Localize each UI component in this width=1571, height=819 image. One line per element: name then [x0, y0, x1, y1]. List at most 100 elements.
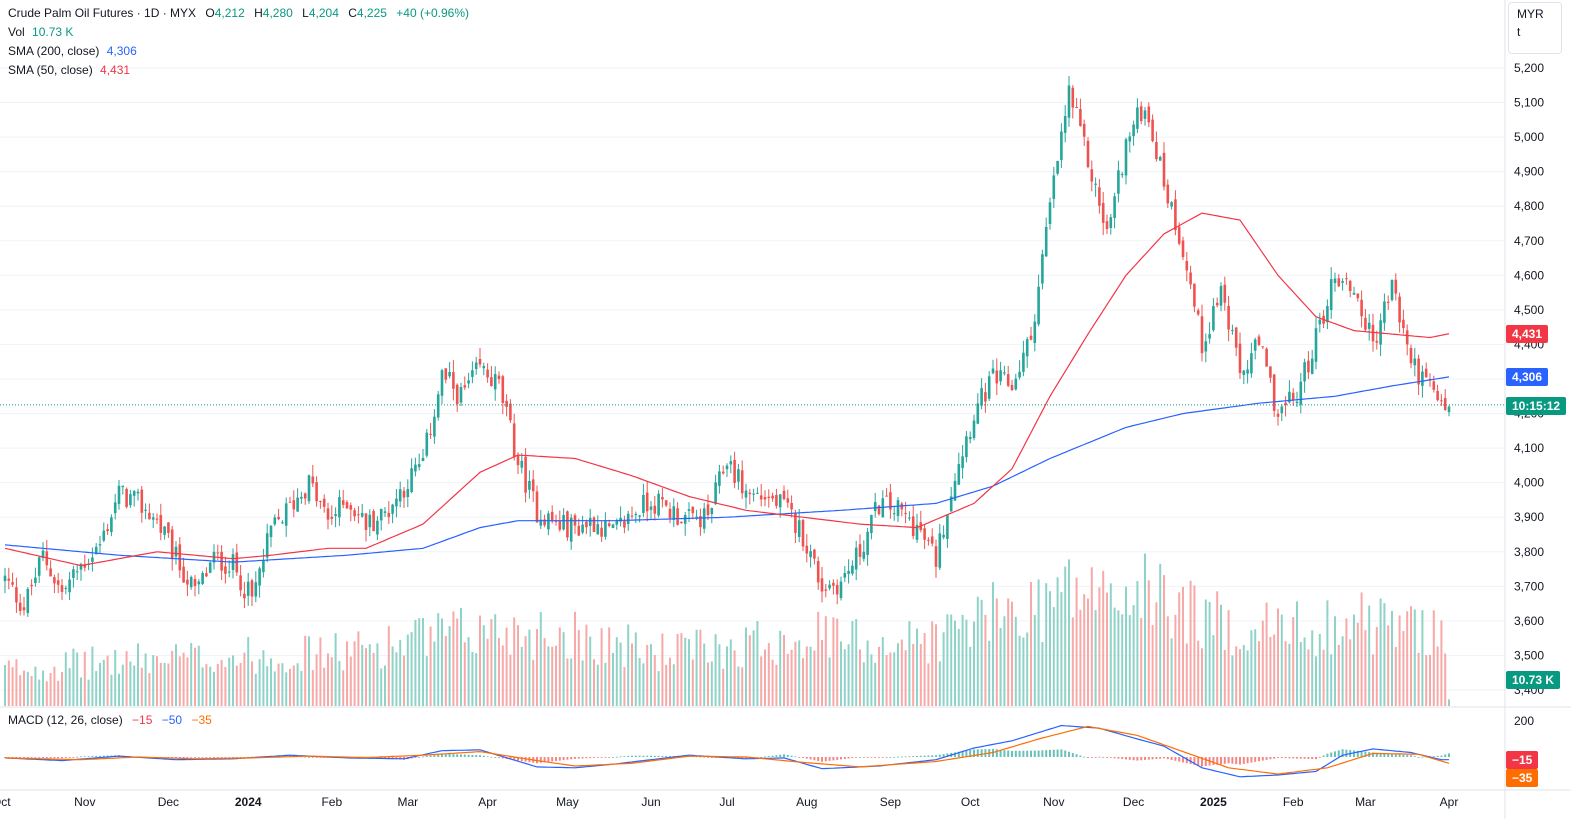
volume-bar: [441, 618, 443, 706]
candle-body: [1170, 202, 1173, 207]
candle-body: [539, 519, 543, 526]
time-tick-label: Oct: [961, 795, 980, 809]
volume-bar: [995, 598, 998, 706]
candle-body: [284, 503, 288, 526]
volume-bar: [1049, 591, 1051, 706]
histogram-bar: [1079, 755, 1082, 757]
candle-body: [657, 493, 660, 516]
histogram-bar: [1250, 757, 1253, 763]
candle-body: [581, 524, 584, 533]
volume-bar: [1117, 610, 1120, 706]
volume-bar: [566, 658, 569, 706]
volume-bar: [722, 668, 725, 706]
candle-body: [1029, 335, 1033, 340]
candle-body: [281, 522, 284, 524]
histogram-bar: [308, 757, 310, 758]
candle-body: [1371, 324, 1375, 342]
histogram-bar: [64, 757, 67, 758]
volume-bar: [311, 670, 314, 706]
candle-body: [254, 582, 258, 597]
candle-body: [1329, 279, 1333, 311]
candle-body: [1432, 381, 1436, 390]
macd-value: −15: [132, 713, 153, 727]
price-tick-label: 5,200: [1514, 61, 1544, 75]
candle-body: [265, 533, 269, 558]
volume-bar: [1277, 608, 1279, 706]
sma200-legend[interactable]: SMA (200, close) 4,306: [8, 44, 137, 58]
histogram-bar: [1379, 753, 1382, 757]
volume-badge: 10.73 K: [1506, 671, 1561, 689]
histogram-bar: [589, 757, 592, 759]
candle-body: [338, 497, 341, 518]
candle-body: [493, 374, 497, 390]
histogram-bar: [1075, 754, 1078, 757]
symbol-name[interactable]: Crude Palm Oil Futures · 1D · MYX: [8, 6, 197, 20]
volume-bar: [273, 671, 276, 706]
histogram-bar: [384, 757, 386, 759]
histogram-bar: [900, 756, 903, 758]
histogram-bar: [1140, 757, 1143, 761]
histogram-bar: [840, 757, 842, 760]
time-tick-label: May: [556, 795, 579, 809]
histogram-bar: [596, 757, 599, 758]
candle-body: [972, 420, 976, 439]
histogram-bar: [836, 757, 839, 760]
currency-unit-box[interactable]: MYR t: [1508, 2, 1562, 54]
histogram-bar: [851, 757, 854, 758]
histogram-bar: [627, 755, 630, 757]
candle-body: [167, 522, 170, 533]
histogram-bar: [608, 757, 611, 758]
candle-body: [1128, 136, 1132, 142]
volume-bar: [908, 621, 911, 706]
volume-bar: [870, 654, 873, 706]
price-tick-label: 4,900: [1514, 165, 1544, 179]
volume-bar: [452, 611, 455, 706]
candle-body: [1272, 374, 1276, 411]
histogram-bar: [1269, 757, 1272, 760]
candle-body: [486, 369, 489, 378]
histogram-bar: [1406, 755, 1409, 757]
histogram-bar: [182, 757, 185, 759]
volume-bar: [1132, 605, 1135, 706]
candle-body: [1447, 406, 1451, 413]
volume-bar: [1353, 614, 1355, 706]
candle-body: [961, 456, 964, 469]
volume-bar: [600, 628, 603, 706]
macd-histogram: [4, 748, 1450, 767]
candle-body: [695, 516, 698, 518]
histogram-bar: [1242, 757, 1245, 764]
volume-legend[interactable]: Vol 10.73 K: [8, 25, 74, 39]
candle-body: [767, 496, 771, 499]
candle-body: [509, 403, 512, 421]
candle-body: [391, 504, 394, 514]
volume-bar: [1311, 630, 1314, 706]
candle-body: [136, 491, 140, 494]
candle-body: [1250, 353, 1253, 374]
volume-bar: [357, 631, 360, 706]
candle-body: [1113, 196, 1116, 218]
sma50-legend[interactable]: SMA (50, close) 4,431: [8, 63, 131, 77]
volume-bar: [224, 666, 227, 706]
candle-body: [634, 513, 638, 516]
volume-bar: [243, 652, 246, 706]
macd-hist-value: −35: [191, 713, 212, 727]
histogram-bar: [1311, 757, 1314, 760]
volume-bar: [285, 672, 288, 706]
candle-body: [292, 500, 296, 510]
histogram-bar: [973, 749, 975, 757]
candle-body: [680, 521, 683, 524]
volume-bar: [53, 666, 56, 706]
macd-legend[interactable]: MACD (12, 26, close) −15 −50 −35: [8, 713, 212, 727]
volume-bar: [1284, 641, 1287, 706]
candle-body: [1101, 202, 1105, 223]
volume-bar: [129, 661, 132, 706]
histogram-bar: [1037, 750, 1040, 757]
histogram-bar: [942, 754, 945, 757]
candle-body: [1265, 348, 1268, 367]
histogram-bar: [1083, 756, 1086, 758]
candle-body: [444, 368, 448, 380]
histogram-bar: [783, 754, 785, 757]
histogram-bar: [513, 757, 516, 761]
histogram-bar: [1417, 757, 1420, 758]
